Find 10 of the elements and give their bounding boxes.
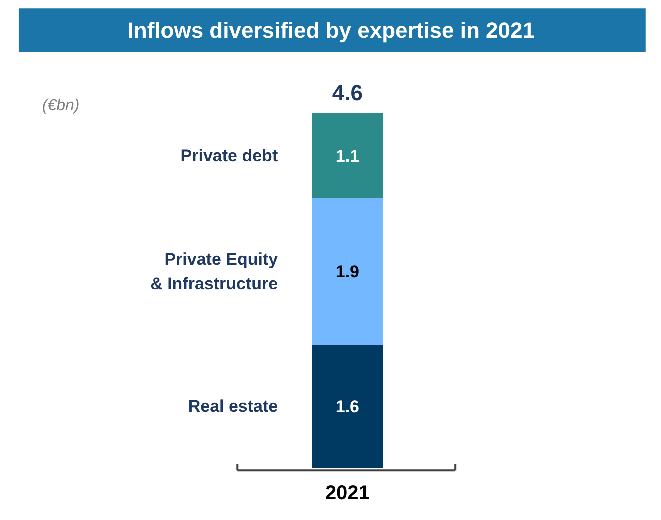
- x-tick-label: 2021: [325, 482, 370, 505]
- text: Private Equity & Infrastructure: [150, 250, 279, 294]
- text: (€bn): [42, 97, 80, 114]
- total-label: 4.6: [332, 80, 363, 106]
- data-label: 1.6: [336, 398, 360, 417]
- data-label: 1.1: [336, 146, 360, 166]
- chart-title: Inflows diversified by expertise in 2021: [128, 18, 535, 43]
- data-label: 1.9: [336, 262, 360, 282]
- text: Real estate: [188, 397, 278, 416]
- text: Private debt: [180, 146, 278, 166]
